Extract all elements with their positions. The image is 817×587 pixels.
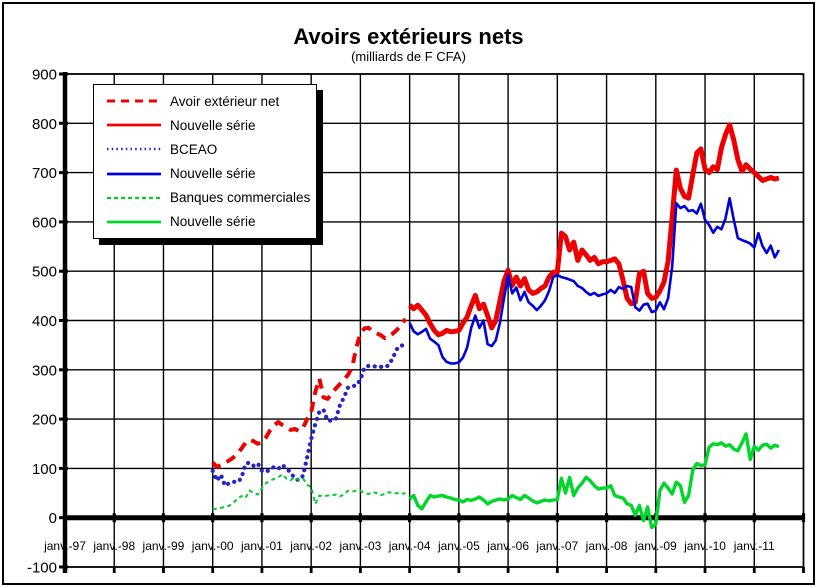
x-axis-labels: janv.-97 janv.-98 janv.-99 janv.-00 janv.-01…: [43, 539, 775, 553]
legend-entry-5: Nouvelle série: [106, 210, 316, 234]
x-tick-label: janv.-98: [92, 539, 135, 553]
legend-line-sample-dashed: [107, 99, 161, 103]
y-tick-label: 500: [32, 264, 57, 281]
series-line-nouvelle-s-rie-1: [407, 122, 780, 338]
y-tick-label: 600: [32, 214, 57, 231]
series-line-nouvelle-s-rie-5: [408, 432, 780, 530]
x-tick-label: janv.-97: [43, 539, 86, 553]
series-line-avoir-ext-rieur-net-0: [211, 317, 408, 469]
x-tick-label: janv.-05: [437, 539, 480, 553]
legend-label: Nouvelle série: [170, 166, 256, 182]
x-tick-label: janv.-02: [289, 539, 332, 553]
series-line-bceao-2: [210, 343, 408, 488]
y-tick-label: 300: [32, 362, 57, 379]
legend-entry-1: Nouvelle série: [106, 113, 316, 137]
legend-line-sample-solid: [107, 220, 161, 224]
legend-line-sample-solid: [107, 172, 161, 175]
legend-label: Nouvelle série: [170, 117, 256, 133]
y-tick-label: 400: [32, 313, 57, 330]
x-tick-label: janv.-99: [142, 539, 185, 553]
legend-entry-3: Nouvelle série: [106, 162, 316, 186]
legend-label: BCEAO: [170, 141, 218, 157]
legend-label: Banques commerciales: [170, 190, 311, 206]
plot-border: [64, 73, 805, 568]
legend-entry-0: Avoir extérieur net: [106, 89, 316, 113]
legend-line-sample-dotted: [107, 148, 161, 151]
legend-line-sample-dashed-fine: [107, 196, 161, 199]
y-tick-label: 900: [32, 67, 57, 84]
legend-line-sample-solid: [107, 123, 161, 127]
x-tick-label: janv.-03: [338, 539, 381, 553]
y-axis-labels: 900 800 700 600 500 400 300 200 100 0 -100: [27, 67, 57, 577]
chart-title: Avoirs extérieurs nets: [293, 24, 524, 49]
x-tick-label: janv.-08: [585, 539, 628, 553]
legend-label: Avoir extérieur net: [170, 93, 280, 109]
x-tick-label: janv.-10: [683, 539, 726, 553]
x-tick-label: janv.-04: [388, 539, 431, 553]
y-tick-label: 0: [49, 510, 57, 527]
y-tick-label: 200: [32, 412, 57, 429]
series-line-banques-commerciales-4: [212, 473, 406, 511]
x-tick-label: janv.-07: [535, 539, 578, 553]
x-tick-label: janv.-09: [634, 539, 677, 553]
legend-entry-2: BCEAO: [106, 137, 316, 161]
y-tick-label: -100: [27, 560, 57, 577]
x-tick-label: janv.-11: [733, 539, 775, 553]
x-tick-label: janv.-06: [486, 539, 529, 553]
legend: Avoir extérieur net Nouvelle série BCEAO No…: [93, 84, 317, 239]
chart-subtitle: (milliards de F CFA): [351, 49, 466, 64]
legend-entry-4: Banques commerciales: [106, 186, 316, 210]
y-tick-label: 800: [32, 116, 57, 133]
y-tick-label: 100: [32, 461, 57, 478]
series-line-nouvelle-s-rie-3: [408, 196, 781, 365]
x-tick-label: janv.-01: [240, 539, 283, 553]
y-tick-label: 700: [32, 165, 57, 182]
legend-label: Nouvelle série: [170, 214, 256, 230]
x-tick-label: janv.-00: [191, 539, 234, 553]
